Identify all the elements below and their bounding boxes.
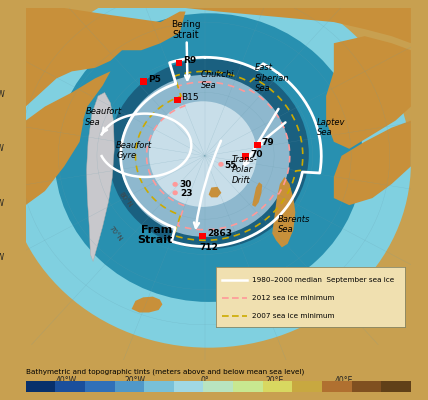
Text: 80°N: 80°N (118, 191, 134, 209)
Polygon shape (132, 297, 162, 312)
Polygon shape (209, 187, 221, 197)
Circle shape (172, 182, 178, 187)
Text: P5: P5 (148, 75, 161, 84)
Bar (26, 381, 55, 392)
Bar (174, 97, 181, 103)
Bar (175, 98, 180, 102)
Text: B15: B15 (181, 93, 199, 102)
Text: 40°W: 40°W (56, 376, 77, 385)
Bar (174, 381, 203, 392)
Bar (55, 381, 85, 392)
Polygon shape (334, 121, 411, 205)
Text: R9: R9 (184, 56, 197, 65)
Text: 70: 70 (250, 150, 263, 158)
Text: Beaufort
Gyre: Beaufort Gyre (116, 141, 152, 160)
Circle shape (218, 162, 224, 167)
Text: 30: 30 (180, 180, 192, 189)
Text: Strait: Strait (137, 235, 172, 245)
Text: Bathymetric and topographic tints (meters above and below mean sea level): Bathymetric and topographic tints (meter… (26, 369, 304, 375)
Bar (254, 142, 261, 148)
Polygon shape (272, 177, 295, 247)
Text: 40°E: 40°E (334, 376, 353, 385)
Text: 79: 79 (262, 138, 274, 147)
Ellipse shape (120, 75, 289, 237)
Polygon shape (86, 92, 114, 262)
Text: 2012 sea ice minimum: 2012 sea ice minimum (252, 295, 335, 301)
Polygon shape (185, 8, 411, 43)
Text: 2863: 2863 (208, 229, 232, 238)
Text: 20°W: 20°W (125, 376, 146, 385)
Bar (292, 381, 322, 392)
Text: 2007 sea ice minimum: 2007 sea ice minimum (252, 313, 335, 319)
Bar (233, 381, 263, 392)
Text: East
Siberian
Sea: East Siberian Sea (255, 64, 289, 93)
Text: Chukchi
Sea: Chukchi Sea (201, 70, 235, 90)
Circle shape (172, 190, 178, 195)
Polygon shape (252, 182, 262, 207)
Bar (203, 381, 233, 392)
Text: Fram: Fram (141, 225, 172, 235)
Ellipse shape (54, 13, 363, 302)
Text: 0°: 0° (200, 376, 209, 385)
Bar (352, 381, 381, 392)
Text: 23: 23 (180, 189, 192, 198)
Bar (199, 232, 206, 239)
Text: 712: 712 (200, 243, 219, 252)
Polygon shape (326, 36, 411, 149)
Text: 60°W: 60°W (0, 254, 4, 262)
Bar (144, 381, 174, 392)
Bar (140, 78, 147, 85)
Bar (115, 381, 144, 392)
Bar (175, 60, 182, 66)
Text: Beaufort
Sea: Beaufort Sea (85, 108, 122, 127)
Text: 1980–2000 median  September sea ice: 1980–2000 median September sea ice (252, 277, 395, 283)
Bar (263, 381, 292, 392)
Ellipse shape (109, 59, 309, 249)
Text: Barents
Sea: Barents Sea (278, 215, 310, 234)
Bar (381, 381, 411, 392)
Text: 80°W: 80°W (0, 199, 4, 208)
Text: 20°E: 20°E (265, 376, 283, 385)
Text: Laptev
Sea: Laptev Sea (316, 118, 345, 137)
Text: 100°W: 100°W (0, 144, 4, 153)
Text: 70°N: 70°N (107, 224, 123, 242)
Ellipse shape (149, 101, 257, 207)
Bar (85, 381, 115, 392)
Polygon shape (26, 121, 83, 205)
Polygon shape (26, 8, 185, 106)
Text: 120°W: 120°W (0, 90, 4, 99)
Ellipse shape (6, 0, 411, 348)
Polygon shape (26, 71, 110, 191)
Bar (242, 153, 249, 160)
Text: Strait: Strait (172, 30, 199, 40)
Bar (322, 381, 352, 392)
Text: Trans-
Polar
Drift: Trans- Polar Drift (232, 155, 258, 185)
Text: 55: 55 (224, 161, 237, 170)
Text: Bering: Bering (171, 20, 200, 29)
